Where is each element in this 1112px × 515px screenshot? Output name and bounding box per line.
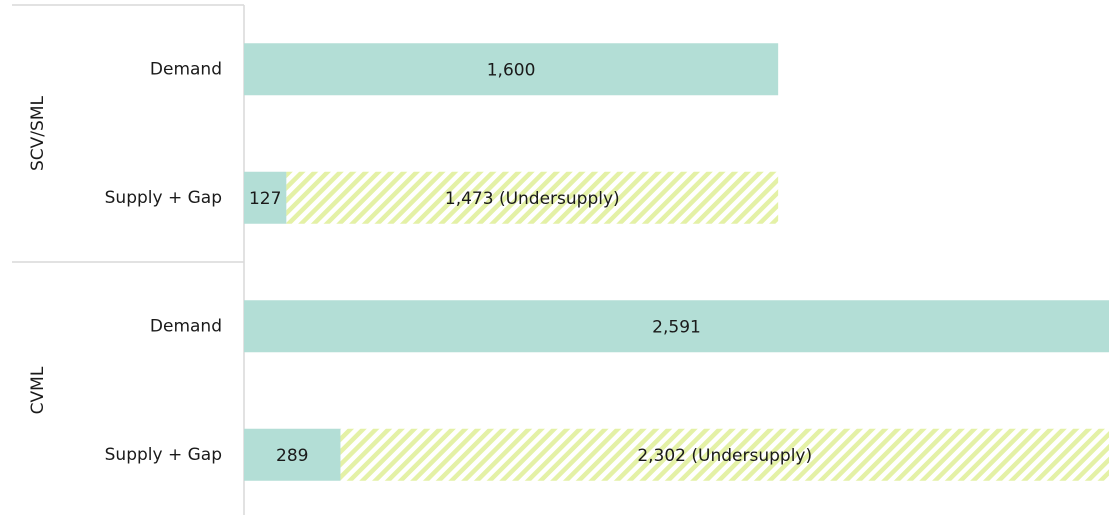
group-label: SCV/SML: [28, 96, 48, 171]
category-label: Supply + Gap: [105, 445, 222, 465]
bar: [244, 300, 1109, 353]
category-label: Demand: [150, 59, 222, 79]
category-label: Demand: [150, 316, 222, 336]
value-label: 289: [276, 446, 308, 466]
gap-bar: [286, 171, 779, 224]
category-label: Supply + Gap: [105, 188, 222, 208]
bar: [244, 171, 287, 224]
bar: [244, 428, 341, 481]
bar: [244, 43, 779, 96]
gap-bar: [340, 428, 1109, 481]
group-label: CVML: [28, 366, 48, 414]
value-label: 2,591: [652, 317, 701, 337]
value-label: 1,473 (Undersupply): [445, 189, 620, 209]
value-label: 127: [249, 189, 281, 209]
value-label: 2,302 (Undersupply): [637, 446, 812, 466]
value-label: 1,600: [487, 60, 536, 80]
